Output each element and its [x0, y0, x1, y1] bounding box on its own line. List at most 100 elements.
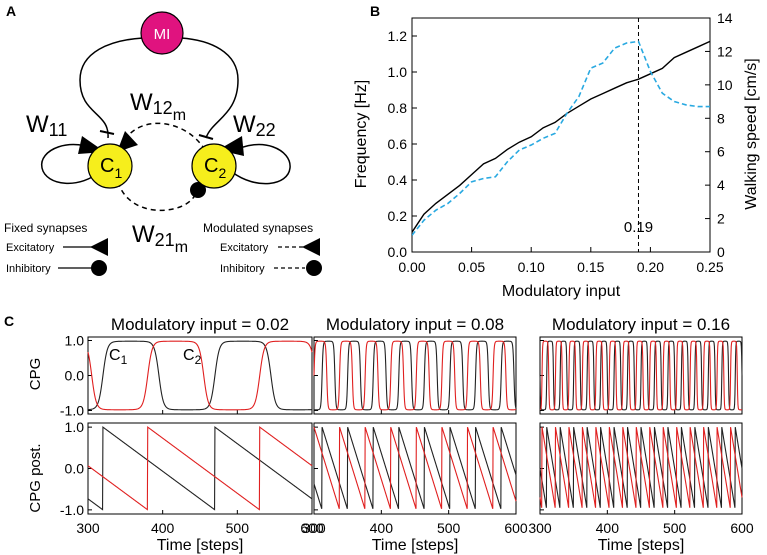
w12m-connection [124, 122, 206, 151]
w22-self-loop [231, 143, 291, 185]
chart-c-c1-annotation: C1 [109, 347, 128, 367]
chart-b-xlabel: Modulatory input [502, 283, 621, 300]
chart-c-xtick-label: 400 [151, 520, 175, 536]
chart-b-y2tick-label: 12 [717, 43, 733, 59]
mi-to-c2-connection [180, 37, 239, 139]
mi-to-c2-inhibitory-bar [198, 134, 214, 140]
chart-b-ytick-label: 0.0 [388, 244, 408, 260]
chart-b-vline-label: 0.19 [624, 219, 653, 236]
chart-c-c1-annotation-main: C [109, 347, 121, 364]
chart-c-xtick-label: 600 [504, 520, 528, 536]
w21m-inhibitory-dot [190, 182, 206, 198]
w21m-label: W21m [132, 221, 188, 256]
chart-c-title: Modulatory input = 0.02 [111, 315, 289, 334]
chart-c-c2-line [539, 340, 743, 411]
chart-c-ytick-label: 0.0 [65, 368, 85, 384]
chart-b-y2tick-label: 14 [717, 10, 733, 26]
chart-b-xtick-label: 0.20 [637, 259, 664, 275]
chart-b-ytick-label: 1.0 [388, 64, 408, 80]
chart-b-y2label: Walking speed [cm/s] [743, 58, 760, 209]
w12m-label: W12m [130, 89, 186, 124]
chart-b-ytick-label: 0.8 [388, 100, 408, 116]
chart-c-xtick-label: 500 [226, 520, 250, 536]
chart-c-xlabel: Time [steps] [598, 537, 685, 554]
c1-label: C1 [100, 155, 122, 181]
chart-c-c1-line [87, 340, 313, 411]
chart-c-ytick-label: 1.0 [65, 333, 85, 349]
chart-c-xtick-label: 400 [370, 520, 394, 536]
chart-c-xtick-label: 300 [302, 520, 326, 536]
chart-c-xtick-label: 300 [528, 520, 552, 536]
chart-c-ytick-label: -1.0 [60, 502, 84, 518]
legend-modulated-title: Modulated synapses [203, 221, 313, 235]
chart-c-c1-line [313, 426, 517, 509]
chart-c-ytick-label: 1.0 [65, 419, 85, 435]
chart-c-subplot: 1.0 0.0 -1.0 [60, 333, 313, 419]
panel-b: B 0.0 0.2 0.4 0.6 0.8 1.0 1.2 0 2 4 6 8 10 12 14 0.00… [353, 3, 760, 300]
chart-c-c2-line [313, 340, 517, 411]
mi-to-c1-connection [79, 37, 144, 139]
chart-c-xtick-label: 500 [663, 520, 687, 536]
w21m-connection [117, 181, 196, 212]
legend-fixed-inhibitory-dot [91, 260, 107, 276]
w11-self-loop [41, 143, 103, 184]
chart-b-ytick-label: 1.2 [388, 28, 408, 44]
chart-c-title: Modulatory input = 0.16 [552, 315, 730, 334]
chart-c-c2-annotation-sub: 2 [195, 353, 202, 367]
chart-b-ytick-label: 0.4 [388, 172, 408, 188]
chart-b-y2tick-label: 0 [717, 244, 725, 260]
chart-b-xtick-label: 0.15 [577, 259, 604, 275]
chart-c-xlabel: Time [steps] [157, 537, 244, 554]
chart-b-y2tick-label: 8 [717, 110, 725, 126]
chart-c-subplot: 300 400 500 600 [528, 422, 754, 536]
chart-b-xtick-label: 0.00 [398, 259, 425, 275]
chart-c-c2-annotation: C2 [183, 347, 202, 367]
chart-c-subplot: 300 400 500 600 [302, 422, 528, 536]
legend-fixed-title: Fixed synapses [4, 221, 87, 235]
chart-b-y2tick-label: 4 [717, 177, 725, 193]
panel-label-c: C [4, 313, 14, 329]
panel-c: C CPG CPG post. Modulatory input = 0.021… [4, 313, 754, 554]
chart-c-subplot [539, 336, 743, 415]
chart-c-c1-line [313, 340, 517, 411]
chart-c-c2-line [87, 426, 313, 511]
chart-c-subplot: 1.0 0.0 -1.0 300 400 500 600 [60, 419, 324, 536]
chart-c-ytick-label: -1.0 [60, 403, 84, 419]
chart-c-subplot-frame [87, 336, 313, 415]
chart-b-ytick-label: 0.2 [388, 208, 408, 224]
chart-c-subplot [313, 336, 517, 415]
chart-b-xtick-label: 0.05 [458, 259, 485, 275]
legend-fixed-excitatory: Excitatory [6, 242, 55, 254]
mi-label: MI [154, 26, 171, 43]
row-label-cpg-post: CPG post. [27, 443, 44, 512]
mi-to-c1-inhibitory-bar [99, 130, 115, 135]
row-label-cpg: CPG [27, 358, 44, 391]
chart-c-xtick-label: 600 [300, 520, 324, 536]
chart-c-c1-annotation-sub: 1 [121, 353, 128, 367]
mi-neuron [140, 11, 184, 55]
chart-b-speed-line [412, 40, 710, 236]
panel-a: A MI C1 C2 W11 W22 W12m W21m Fixed synap… [4, 3, 322, 276]
chart-b-ytick-label: 0.6 [388, 136, 408, 152]
chart-b-y2tick-label: 2 [717, 211, 725, 227]
c1-neuron [87, 143, 133, 189]
chart-c-xtick-label: 500 [437, 520, 461, 536]
legend-modulated-inhibitory: Inhibitory [220, 263, 265, 275]
chart-b-y2tick-label: 10 [717, 77, 733, 93]
chart-c-c1-line [87, 426, 313, 511]
chart-b-y2tick-label: 6 [717, 144, 725, 160]
w11-label: W11 [26, 111, 67, 140]
w22-label: W22 [233, 111, 276, 140]
chart-c-title: Modulatory input = 0.08 [326, 315, 504, 334]
legend-modulated-excitatory: Excitatory [220, 242, 269, 254]
chart-c-c2-line [539, 427, 743, 508]
panel-label-b: B [370, 3, 380, 19]
chart-b-frame [411, 17, 711, 253]
legend-fixed-inhibitory: Inhibitory [6, 263, 51, 275]
legend-modulated-excitatory-arrow [302, 238, 320, 256]
chart-c-xtick-label: 600 [730, 520, 754, 536]
chart-b-ylabel: Frequency [Hz] [353, 80, 370, 188]
chart-c-subplot-frame [87, 422, 313, 515]
chart-c-xlabel: Time [steps] [372, 537, 459, 554]
